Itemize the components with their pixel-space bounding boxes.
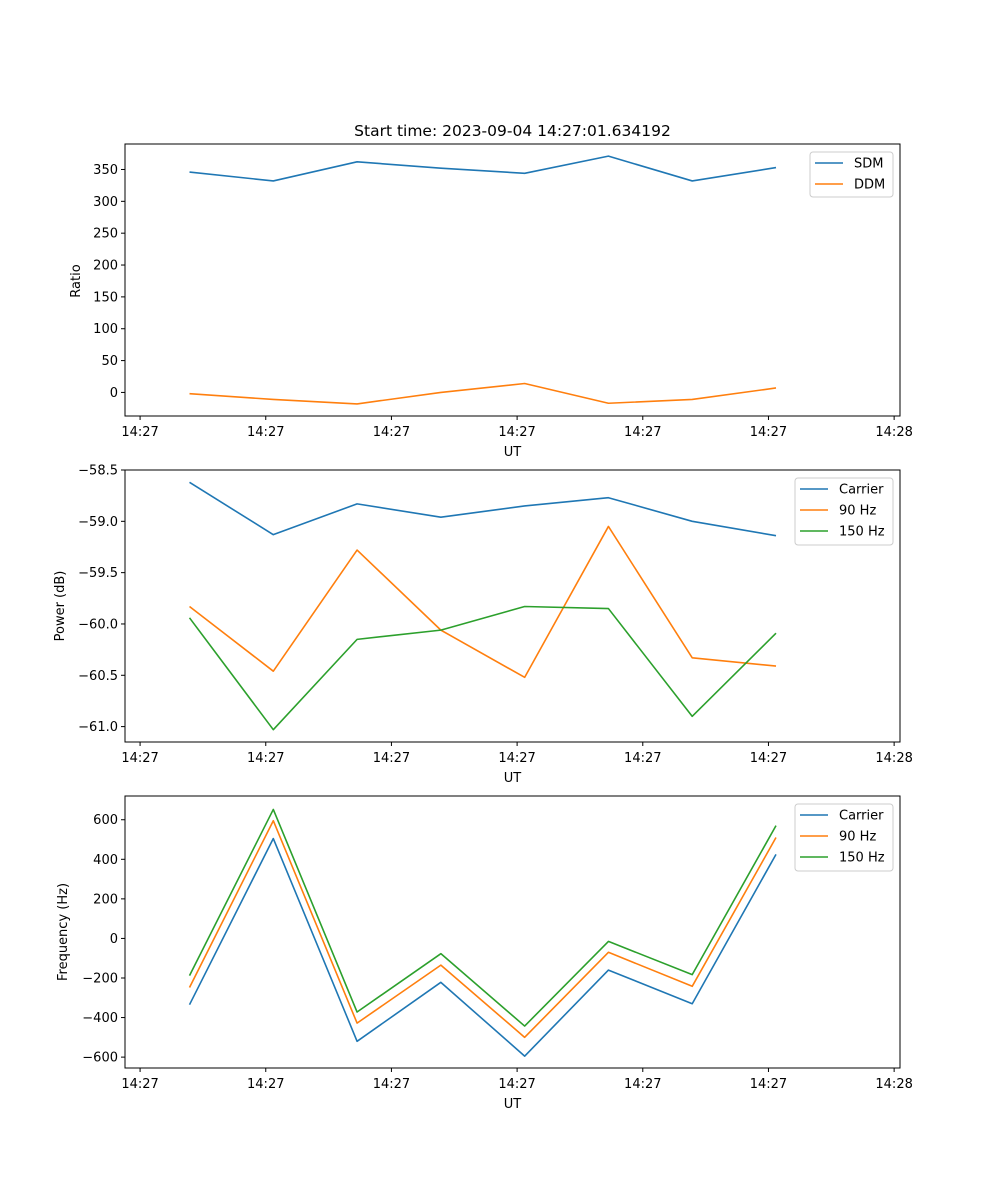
plot-frame	[124, 469, 901, 743]
y-tick-label: 250	[93, 227, 118, 242]
x-tick-label: 14:28	[875, 425, 912, 440]
plot-frame	[124, 795, 901, 1069]
y-axis-label: Frequency (Hz)	[56, 883, 71, 981]
series-line-150-hz	[188, 605, 777, 731]
frequency-panel: UT Frequency (Hz) 14:27 14:27 14:27 14:27 14…	[56, 795, 913, 1112]
y-tick-label: 0	[110, 932, 118, 947]
legend-label-150hz: 150 Hz	[839, 851, 885, 866]
x-tick-label: 14:27	[750, 751, 787, 766]
y-tick-label: −59.0	[78, 515, 118, 530]
x-tick-label: 14:27	[498, 751, 535, 766]
legend-label-150hz: 150 Hz	[839, 525, 885, 540]
legend-label-ddm: DDM	[854, 178, 885, 193]
x-tick-label: 14:27	[121, 1077, 158, 1092]
chart-title: Start time: 2023-09-04 14:27:01.634192	[354, 122, 671, 140]
legend-label-90hz: 90 Hz	[839, 830, 876, 845]
legend-box	[794, 477, 894, 546]
x-tick-label: 14:27	[247, 1077, 284, 1092]
y-tick-label: −200	[82, 971, 118, 986]
y-tick-label: 350	[93, 163, 118, 178]
series-line-ddm	[189, 382, 777, 405]
y-tick-label: 200	[93, 259, 118, 274]
power-panel: UT Power (dB) 14:27 14:27 14:27 14:27 14:27 1…	[53, 464, 913, 787]
y-tick-label: −400	[82, 1011, 118, 1026]
x-tick-label: 14:28	[875, 751, 912, 766]
legend: Carrier 90 Hz 150 Hz	[794, 477, 894, 546]
series-line-150-hz	[188, 808, 777, 1027]
y-tick-label: −60.5	[78, 669, 118, 684]
x-tick-label: 14:27	[121, 425, 158, 440]
x-tick-label: 14:27	[624, 751, 661, 766]
x-tick-label: 14:27	[624, 1077, 661, 1092]
y-tick-label: 200	[93, 892, 118, 907]
series-lines	[188, 481, 777, 731]
x-tick-label: 14:27	[247, 425, 284, 440]
plot-frame	[124, 143, 901, 417]
y-tick-label: 50	[101, 354, 118, 369]
x-tick-label: 14:27	[498, 425, 535, 440]
y-axis-label: Power (dB)	[53, 571, 68, 642]
legend-label-carrier: Carrier	[839, 483, 884, 498]
y-tick-label: −61.0	[78, 720, 118, 735]
y-tick-label: −60.0	[78, 617, 118, 632]
legend-box	[794, 803, 894, 872]
x-tick-label: 14:27	[121, 751, 158, 766]
series-line-sdm	[189, 155, 777, 182]
legend-label-carrier: Carrier	[839, 809, 884, 824]
axis-ticks: 14:27 14:27 14:27 14:27 14:27 14:27 14:28 −600 −…	[82, 813, 913, 1092]
y-tick-label: 100	[93, 322, 118, 337]
y-tick-label: −58.5	[78, 464, 118, 479]
ratio-panel: Start time: 2023-09-04 14:27:01.634192 U…	[69, 122, 913, 460]
y-tick-label: 150	[93, 290, 118, 305]
legend: Carrier 90 Hz 150 Hz	[794, 803, 894, 872]
y-tick-label: −600	[82, 1051, 118, 1066]
y-tick-label: 300	[93, 195, 118, 210]
series-line-90-hz	[188, 819, 777, 1039]
x-axis-label: UT	[504, 1097, 522, 1112]
x-tick-label: 14:27	[750, 425, 787, 440]
legend: SDM DDM	[809, 151, 894, 198]
series-lines	[189, 155, 777, 405]
axis-ticks: 14:27 14:27 14:27 14:27 14:27 14:27 14:28 0 50 10…	[93, 163, 913, 440]
y-tick-label: 0	[110, 386, 118, 401]
axis-ticks: 14:27 14:27 14:27 14:27 14:27 14:27 14:28 −61.0…	[78, 464, 913, 767]
series-line-carrier	[188, 837, 777, 1057]
y-axis-label: Ratio	[69, 264, 84, 297]
x-tick-label: 14:27	[373, 751, 410, 766]
x-tick-label: 14:27	[247, 751, 284, 766]
y-tick-label: −59.5	[78, 566, 118, 581]
x-axis-label: UT	[504, 771, 522, 786]
legend-label-sdm: SDM	[854, 157, 883, 172]
x-tick-label: 14:28	[875, 1077, 912, 1092]
x-tick-label: 14:27	[373, 1077, 410, 1092]
x-tick-label: 14:27	[624, 425, 661, 440]
y-tick-label: 600	[93, 813, 118, 828]
series-lines	[188, 808, 777, 1057]
y-tick-label: 400	[93, 853, 118, 868]
x-tick-label: 14:27	[373, 425, 410, 440]
series-line-90-hz	[189, 525, 777, 679]
x-axis-label: UT	[504, 445, 522, 460]
x-tick-label: 14:27	[750, 1077, 787, 1092]
x-tick-label: 14:27	[498, 1077, 535, 1092]
series-line-carrier	[189, 481, 777, 537]
legend-label-90hz: 90 Hz	[839, 504, 876, 519]
